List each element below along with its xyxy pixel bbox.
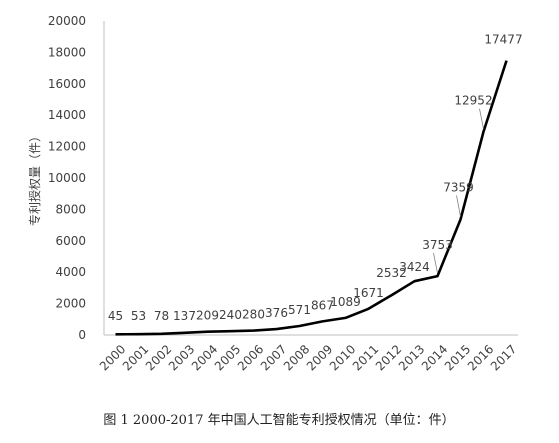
data-label: 571 — [288, 303, 311, 317]
data-label: 17477 — [484, 33, 522, 47]
y-tick-label: 10000 — [48, 171, 86, 185]
x-tick-label: 2010 — [327, 342, 358, 373]
data-label: 867 — [311, 298, 334, 312]
data-label: 137 — [173, 309, 196, 323]
data-label: 53 — [131, 309, 146, 323]
x-tick-label: 2007 — [258, 342, 289, 373]
figure-caption: 图 1 2000-2017 年中国人工智能专利授权情况（单位：件） — [103, 412, 454, 428]
y-tick-label: 8000 — [55, 202, 86, 216]
data-label: 209 — [196, 309, 219, 323]
data-labels: 45 53 78 137 209 240 280 376 571 8671089167125323… — [108, 33, 523, 323]
data-label: 1089 — [330, 295, 361, 309]
axes — [103, 21, 518, 336]
y-tick-label: 0 — [78, 328, 86, 342]
y-tick-labels: 0 2000 4000 6000 8000 10000 12000 14000 16000 180… — [48, 14, 86, 342]
y-tick-label: 12000 — [48, 140, 86, 154]
x-tick-label: 2003 — [166, 342, 197, 373]
data-label: 78 — [154, 309, 169, 323]
y-tick-label: 16000 — [48, 77, 86, 91]
x-tick-label: 2002 — [143, 342, 174, 373]
data-label: 2532 — [376, 266, 407, 280]
y-tick-label: 20000 — [48, 14, 86, 28]
x-tick-label: 2014 — [419, 342, 450, 373]
y-tick-label: 18000 — [48, 45, 86, 59]
data-label: 240 — [219, 308, 242, 322]
x-tick-label: 2006 — [235, 342, 266, 373]
data-label-leader — [456, 195, 461, 217]
x-tick-label: 2011 — [350, 342, 381, 373]
series-lines — [115, 60, 508, 336]
data-label: 12952 — [454, 94, 492, 108]
y-tick-label: 2000 — [55, 297, 86, 311]
data-label: 1671 — [353, 286, 384, 300]
data-label-leader — [479, 108, 484, 129]
data-label-leader — [433, 252, 438, 274]
x-tick-label: 2008 — [281, 342, 312, 373]
x-tick-label: 2009 — [304, 342, 335, 373]
x-tick-label: 2015 — [442, 342, 473, 373]
y-axis-label: 专利授权量（件） — [27, 130, 42, 226]
x-tick-label: 2005 — [212, 342, 243, 373]
x-tick-labels: 2000200120022003200420052006200720082009… — [97, 342, 519, 373]
x-tick-label: 2012 — [373, 342, 404, 373]
y-tick-label: 6000 — [55, 234, 86, 248]
data-label: 45 — [108, 309, 123, 323]
data-label: 3424 — [399, 260, 430, 274]
x-tick-label: 2004 — [189, 342, 220, 373]
data-label: 3753 — [422, 238, 453, 252]
series-line — [115, 60, 508, 336]
x-tick-label: 2017 — [488, 342, 519, 373]
y-tick-label: 4000 — [55, 265, 86, 279]
data-label: 280 — [242, 308, 265, 322]
data-label: 376 — [265, 306, 288, 320]
y-tick-label: 14000 — [48, 108, 86, 122]
x-tick-label: 2016 — [465, 342, 496, 373]
x-tick-label: 2013 — [396, 342, 427, 373]
x-tick-label: 2000 — [97, 342, 128, 373]
data-label: 7359 — [443, 180, 474, 194]
x-tick-label: 2001 — [120, 342, 151, 373]
